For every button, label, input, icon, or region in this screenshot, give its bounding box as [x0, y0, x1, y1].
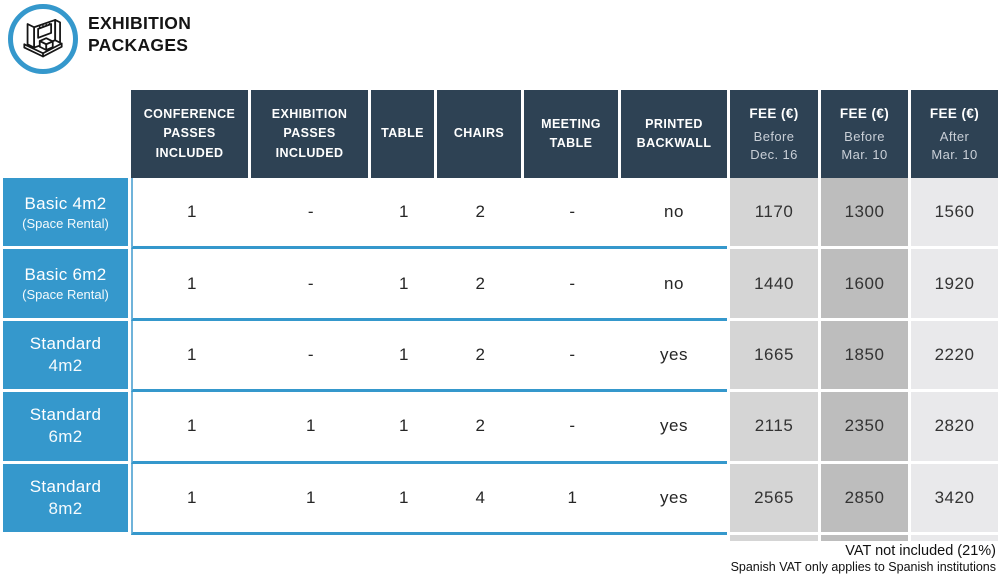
cell-fee-after-mar10: 2220	[911, 320, 998, 393]
page-title-line2: PACKAGES	[88, 34, 189, 55]
cell-chairs: 2	[475, 416, 486, 436]
cell-chairs: 2	[475, 202, 486, 222]
cell-fee-before-mar10: 1600	[821, 249, 908, 321]
cell-printed-backwall: yes	[660, 416, 688, 436]
table-row-standard-6m2: Standard 6m2 1 1 1 2 - yes 2115 2350 282…	[0, 392, 998, 464]
cell-fee-after-mar10: 2820	[911, 392, 998, 464]
row-values: 1 - 1 2 - yes	[131, 320, 727, 393]
cell-fee-before-dec16: 1440	[730, 249, 818, 321]
row-label-basic-4m2: Basic 4m2 (Space Rental)	[3, 178, 128, 250]
page-title-line1: EXHIBITION	[88, 13, 192, 33]
column-header-chairs: CHAIRS	[437, 90, 521, 178]
cell-exhibition-passes: 1	[306, 487, 316, 507]
cell-fee-before-dec16: 2565	[730, 463, 818, 535]
table-row-standard-4m2: Standard 4m2 1 - 1 2 - yes 1665 1850 222…	[0, 320, 998, 393]
cell-table: 1	[399, 487, 409, 507]
cell-exhibition-passes: -	[307, 273, 315, 293]
cell-chairs: 2	[475, 273, 486, 293]
table-header-row: CONFERENCE PASSES INCLUDED EXHIBITION PA…	[131, 90, 998, 178]
cell-fee-before-mar10: 1300	[821, 178, 908, 250]
cell-fee-before-dec16: 1665	[730, 320, 818, 393]
row-values: 1 1 1 4 1 yes	[131, 463, 727, 535]
row-fees: 1170 1300 1560	[730, 178, 998, 250]
cell-fee-after-mar10: 1920	[911, 249, 998, 321]
cell-fee-after-mar10: 3420	[911, 463, 998, 535]
cell-meeting-table: -	[569, 416, 576, 436]
cell-meeting-table: -	[569, 273, 576, 293]
column-header-meeting-table: MEETING TABLE	[524, 90, 618, 178]
row-values: 1 1 1 2 - yes	[131, 392, 727, 464]
cell-meeting-table: 1	[567, 487, 578, 507]
cell-fee-before-dec16: 2115	[730, 392, 818, 464]
column-header-conference-passes: CONFERENCE PASSES INCLUDED	[131, 90, 248, 178]
cell-conference-passes: 1	[187, 273, 197, 293]
cell-conference-passes: 1	[187, 416, 197, 436]
cell-table: 1	[399, 202, 409, 222]
brand-logo	[8, 4, 78, 74]
cell-exhibition-passes: -	[307, 344, 315, 364]
cell-printed-backwall: yes	[660, 344, 688, 364]
cell-fee-before-mar10: 2850	[821, 463, 908, 535]
cell-printed-backwall: no	[664, 273, 684, 293]
cell-table: 1	[399, 344, 409, 364]
row-label-basic-6m2: Basic 6m2 (Space Rental)	[3, 249, 128, 321]
cell-printed-backwall: yes	[660, 487, 688, 507]
cell-printed-backwall: no	[664, 202, 684, 222]
fee-columns-footer-strip	[730, 534, 998, 541]
row-fees: 1440 1600 1920	[730, 249, 998, 321]
row-label-standard-6m2: Standard 6m2	[3, 392, 128, 464]
row-fees: 2115 2350 2820	[730, 392, 998, 464]
cell-fee-before-mar10: 2350	[821, 392, 908, 464]
table-body: Basic 4m2 (Space Rental) 1 - 1 2 - no 11…	[0, 178, 998, 541]
cell-meeting-table: -	[569, 344, 576, 364]
cell-fee-after-mar10: 1560	[911, 178, 998, 250]
row-values: 1 - 1 2 - no	[131, 249, 727, 321]
cell-exhibition-passes: 1	[306, 416, 316, 436]
column-header-exhibition-passes: EXHIBITION PASSES INCLUDED	[251, 90, 368, 178]
column-header-table: TABLE	[371, 90, 434, 178]
row-fees: 1665 1850 2220	[730, 320, 998, 393]
vat-note-line2: Spanish VAT only applies to Spanish inst…	[730, 560, 996, 574]
row-fees: 2565 2850 3420	[730, 463, 998, 535]
table-row-basic-4m2: Basic 4m2 (Space Rental) 1 - 1 2 - no 11…	[0, 178, 998, 250]
page-title: EXHIBITION PACKAGES	[88, 13, 191, 56]
cell-chairs: 4	[475, 487, 486, 507]
column-header-fee-after-mar10: FEE (€) After Mar. 10	[911, 90, 998, 178]
cell-table: 1	[399, 416, 409, 436]
cell-fee-before-dec16: 1170	[730, 178, 818, 250]
cell-conference-passes: 1	[187, 487, 197, 507]
cell-table: 1	[399, 273, 409, 293]
column-header-fee-before-dec16: FEE (€) Before Dec. 16	[730, 90, 818, 178]
cell-exhibition-passes: -	[307, 202, 315, 222]
cell-conference-passes: 1	[187, 344, 197, 364]
row-values: 1 - 1 2 - no	[131, 178, 727, 250]
table-row-standard-8m2: Standard 8m2 1 1 1 4 1 yes 2565 2850 342…	[0, 463, 998, 535]
cell-meeting-table: -	[569, 202, 576, 222]
table-row-basic-6m2: Basic 6m2 (Space Rental) 1 - 1 2 - no 14…	[0, 249, 998, 321]
cell-fee-before-mar10: 1850	[821, 320, 908, 393]
column-header-printed-backwall: PRINTED BACKWALL	[621, 90, 727, 178]
cell-chairs: 2	[475, 344, 486, 364]
column-header-fee-before-mar10: FEE (€) Before Mar. 10	[821, 90, 908, 178]
vat-footnote: VAT not included (21%) Spanish VAT only …	[731, 542, 996, 574]
exhibition-booth-icon	[17, 11, 69, 68]
row-label-standard-8m2: Standard 8m2	[3, 463, 128, 535]
vat-note-line1: VAT not included (21%)	[845, 543, 996, 559]
cell-conference-passes: 1	[187, 202, 197, 222]
row-label-standard-4m2: Standard 4m2	[3, 320, 128, 393]
